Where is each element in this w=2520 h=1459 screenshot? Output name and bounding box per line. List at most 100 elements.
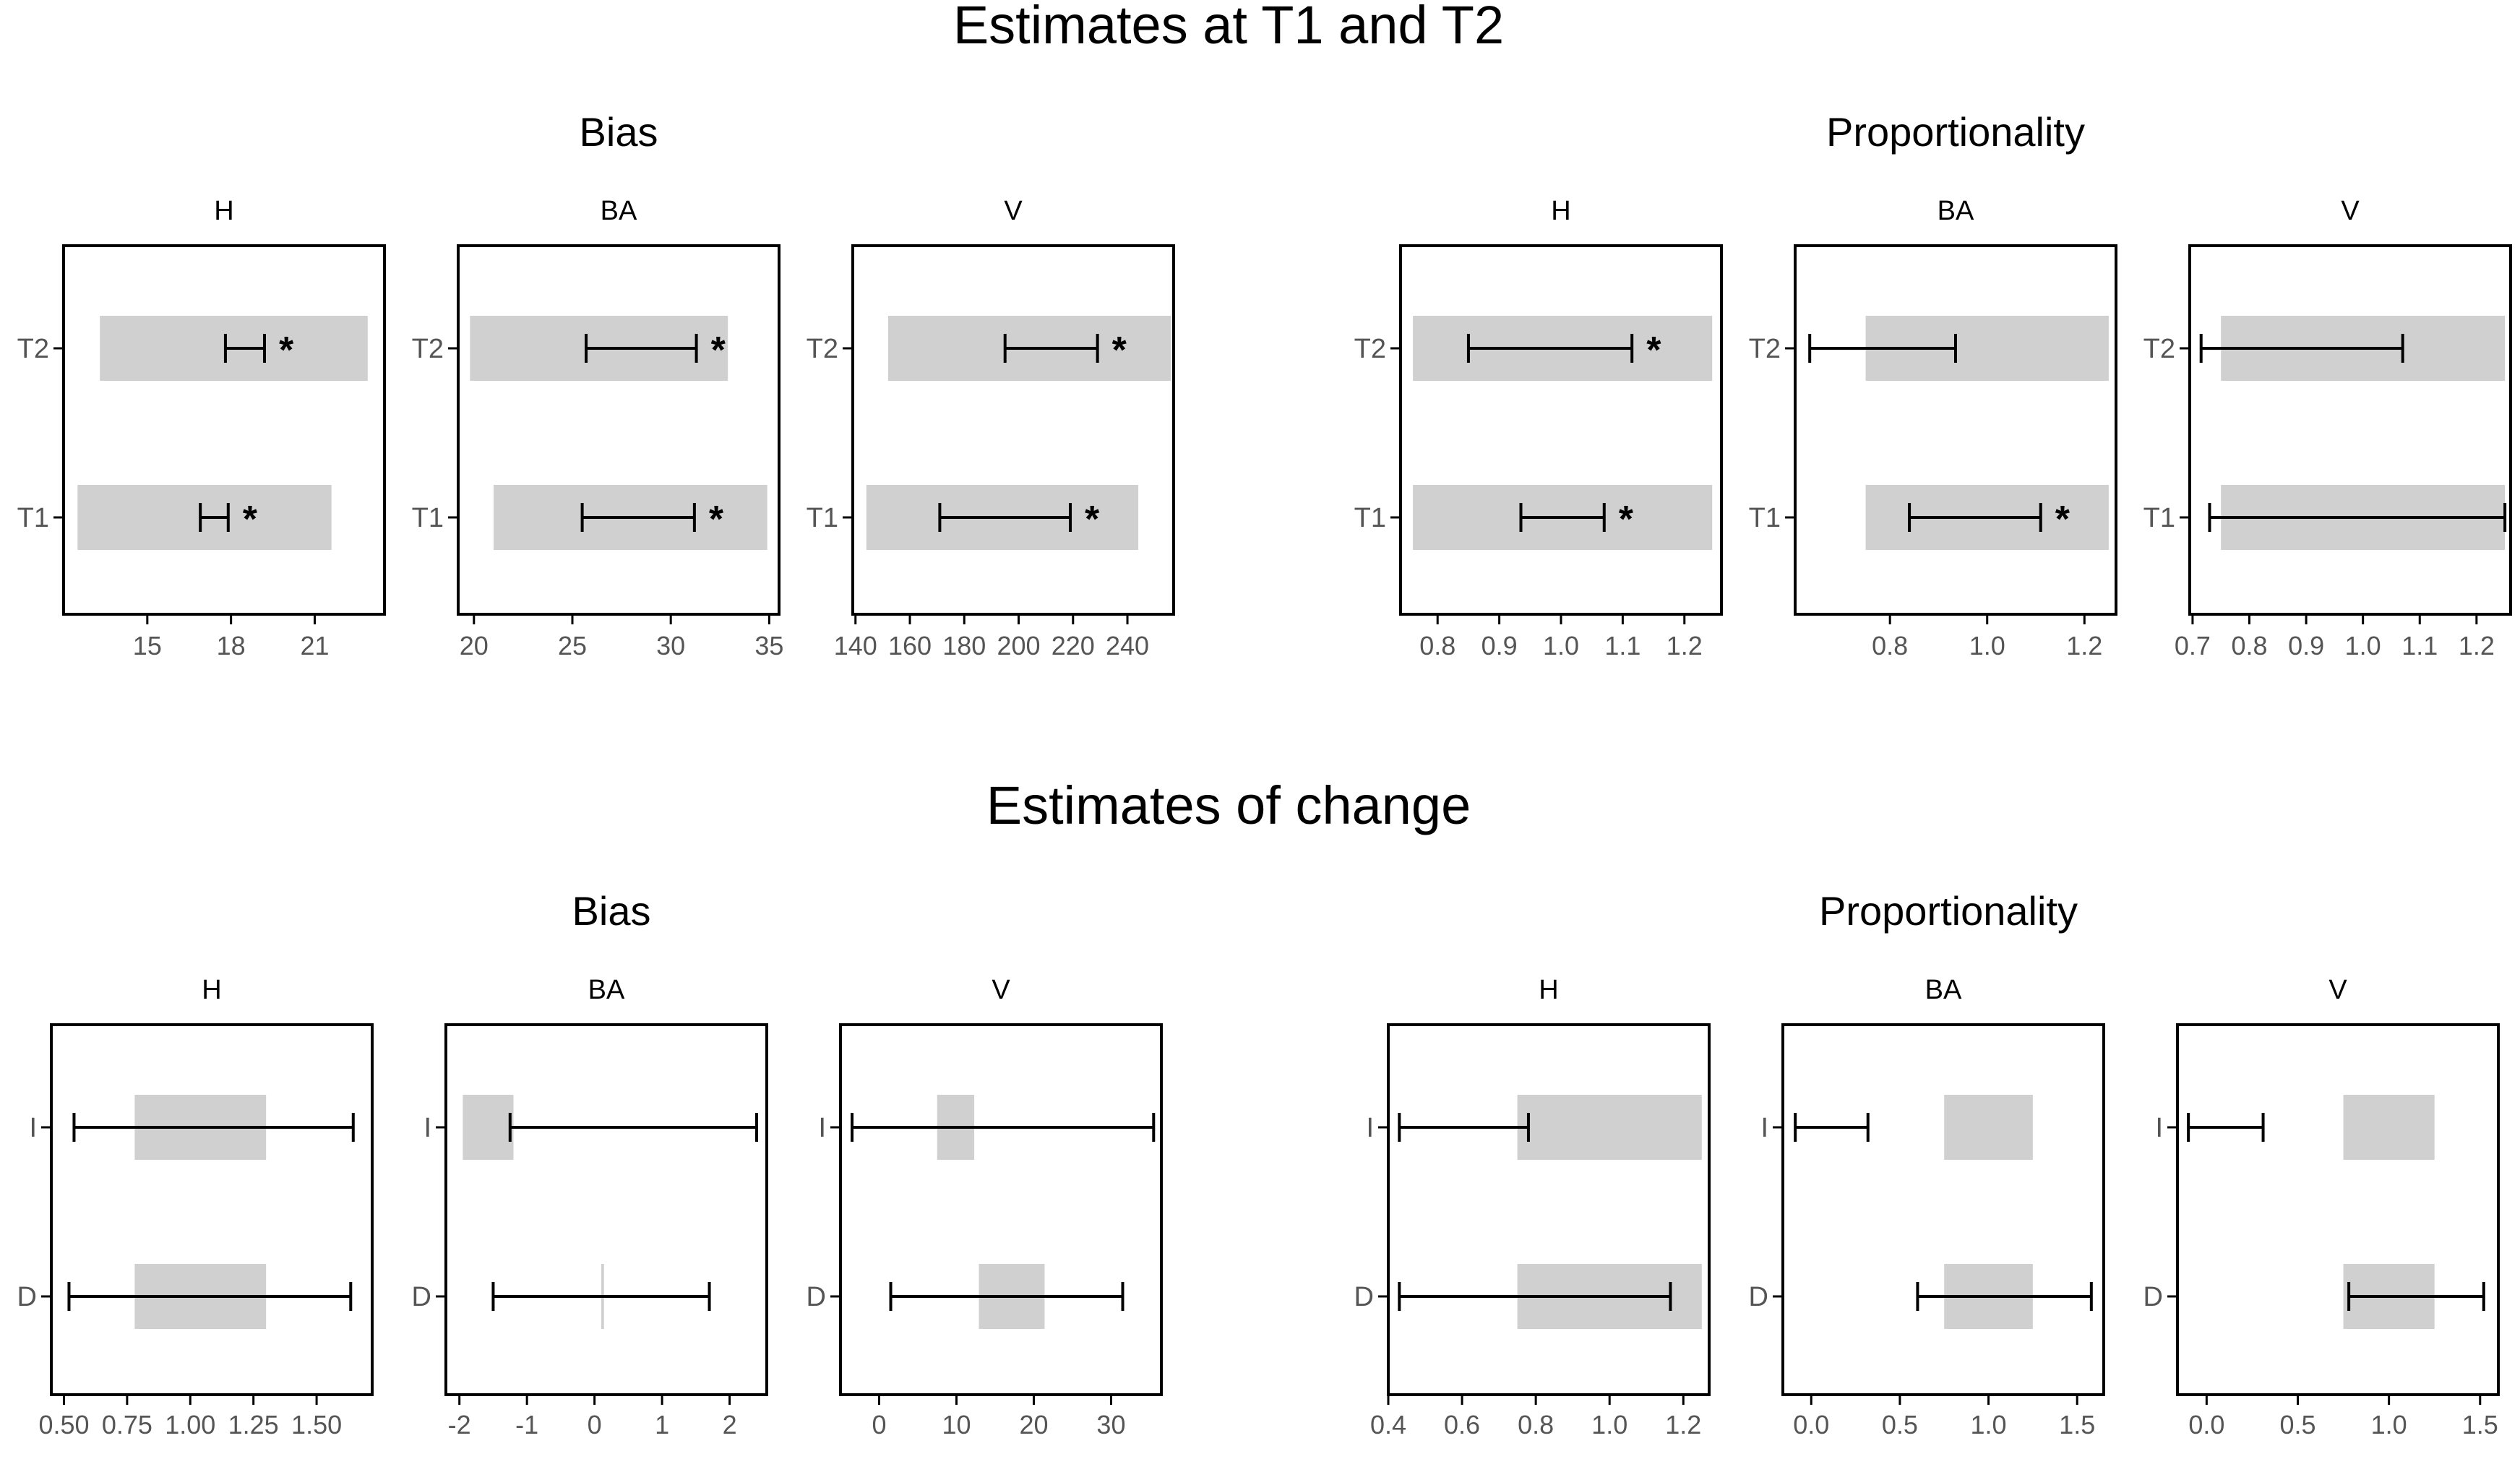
shade-bar — [463, 1095, 514, 1160]
y-tick-label: T2 — [1354, 334, 1386, 364]
x-tick-label: 1.50 — [291, 1410, 342, 1439]
y-tick-label: I — [29, 1113, 37, 1143]
x-tick-label: 0.8 — [1518, 1410, 1554, 1439]
x-tick-label: 200 — [997, 631, 1040, 660]
panel-title: H — [214, 196, 233, 226]
y-tick-label: T2 — [1749, 334, 1781, 364]
x-tick-label: 30 — [656, 631, 685, 660]
x-tick-label: 20 — [460, 631, 489, 660]
x-tick-label: 0.5 — [2279, 1410, 2315, 1439]
x-tick-label: 1.0 — [2345, 631, 2381, 660]
x-tick-label: 21 — [300, 631, 329, 660]
y-tick-label: T1 — [1749, 503, 1781, 533]
panel-title: H — [202, 975, 221, 1005]
y-tick-label: D — [2143, 1282, 2163, 1312]
x-tick-label: 1.0 — [1543, 631, 1579, 660]
panel-frame — [851, 244, 1175, 616]
x-tick-label: 0.5 — [1882, 1410, 1918, 1439]
x-tick-label: 1.2 — [1667, 631, 1703, 660]
group-title: Proportionality — [1819, 888, 2078, 934]
x-tick-label: 0.4 — [1370, 1410, 1406, 1439]
x-tick-label: 1.0 — [1591, 1410, 1627, 1439]
y-tick-label: I — [1366, 1113, 1374, 1143]
x-tick-label: 25 — [558, 631, 587, 660]
x-tick-label: 220 — [1052, 631, 1095, 660]
x-tick-label: 1.2 — [2459, 631, 2495, 660]
y-tick-label: D — [17, 1282, 37, 1312]
x-tick-label: 0.75 — [102, 1410, 152, 1439]
y-tick-label: T1 — [1354, 503, 1386, 533]
y-tick-label: T2 — [412, 334, 444, 364]
x-tick-label: 15 — [133, 631, 162, 660]
group-title: Bias — [572, 888, 651, 934]
section-title: Estimates at T1 and T2 — [953, 0, 1504, 55]
panel-title: BA — [1938, 196, 1974, 226]
panel-title: V — [2341, 196, 2360, 226]
y-tick-label: I — [2155, 1113, 2163, 1143]
panel-title: V — [1004, 196, 1023, 226]
significance-star: * — [711, 330, 726, 371]
x-tick-label: 0.0 — [2188, 1410, 2224, 1439]
x-tick-label: 20 — [1019, 1410, 1048, 1439]
x-tick-label: 0.8 — [1419, 631, 1455, 660]
x-tick-label: 180 — [942, 631, 986, 660]
x-tick-label: 1.0 — [1971, 1410, 2007, 1439]
panel-frame — [2176, 1023, 2500, 1396]
y-tick-label: D — [1354, 1282, 1374, 1312]
x-tick-label: 240 — [1106, 631, 1149, 660]
x-tick-label: -1 — [515, 1410, 538, 1439]
significance-star: * — [1112, 330, 1127, 371]
y-tick-label: T1 — [17, 503, 49, 533]
panel-title: BA — [601, 196, 637, 226]
y-tick-label: D — [1749, 1282, 1768, 1312]
y-tick-label: T1 — [807, 503, 838, 533]
x-tick-label: 140 — [834, 631, 877, 660]
x-tick-label: 0.8 — [2231, 631, 2267, 660]
x-tick-label: 0.9 — [1482, 631, 1518, 660]
panel-title: V — [992, 975, 1010, 1005]
x-tick-label: 1.0 — [2371, 1410, 2407, 1439]
x-tick-label: 0 — [588, 1410, 602, 1439]
significance-star: * — [1646, 330, 1661, 371]
x-tick-label: 1.5 — [2059, 1410, 2095, 1439]
x-tick-label: 1.2 — [1665, 1410, 1701, 1439]
panel-frame — [1387, 1023, 1711, 1396]
significance-star: * — [709, 499, 724, 541]
group-title: Proportionality — [1826, 109, 2085, 155]
x-tick-label: 0.6 — [1444, 1410, 1480, 1439]
x-tick-label: 1.25 — [228, 1410, 279, 1439]
panel-title: H — [1539, 975, 1558, 1005]
group-title: Bias — [580, 109, 658, 155]
x-tick-label: 0.7 — [2175, 631, 2211, 660]
x-tick-label: 35 — [754, 631, 783, 660]
panel-title: BA — [1925, 975, 1962, 1005]
section-title: Estimates of change — [986, 775, 1471, 835]
x-tick-label: 1.0 — [1969, 631, 2005, 660]
panel-title: V — [2328, 975, 2347, 1005]
x-tick-label: 1.5 — [2462, 1410, 2498, 1439]
x-tick-label: 1.2 — [2066, 631, 2102, 660]
y-tick-label: T2 — [807, 334, 838, 364]
panel-title: H — [1551, 196, 1570, 226]
y-tick-label: I — [818, 1113, 826, 1143]
panel-frame — [1794, 244, 2117, 616]
significance-star: * — [2055, 499, 2070, 541]
panel-title: BA — [588, 975, 625, 1005]
x-tick-label: 0.0 — [1793, 1410, 1829, 1439]
y-tick-label: T1 — [2143, 503, 2175, 533]
x-tick-label: 1 — [655, 1410, 669, 1439]
x-tick-label: 0.8 — [1872, 631, 1908, 660]
significance-star: * — [279, 330, 294, 371]
panel-frame — [50, 1023, 374, 1396]
y-tick-label: D — [807, 1282, 826, 1312]
y-tick-label: T2 — [2143, 334, 2175, 364]
panel-frame — [1399, 244, 1723, 616]
panel-frame — [2188, 244, 2512, 616]
x-tick-label: 1.00 — [165, 1410, 215, 1439]
panel-frame — [62, 244, 386, 616]
shade-bar — [2343, 1095, 2435, 1160]
significance-star: * — [1085, 499, 1100, 541]
x-tick-label: 0.50 — [38, 1410, 89, 1439]
y-tick-label: D — [412, 1282, 431, 1312]
